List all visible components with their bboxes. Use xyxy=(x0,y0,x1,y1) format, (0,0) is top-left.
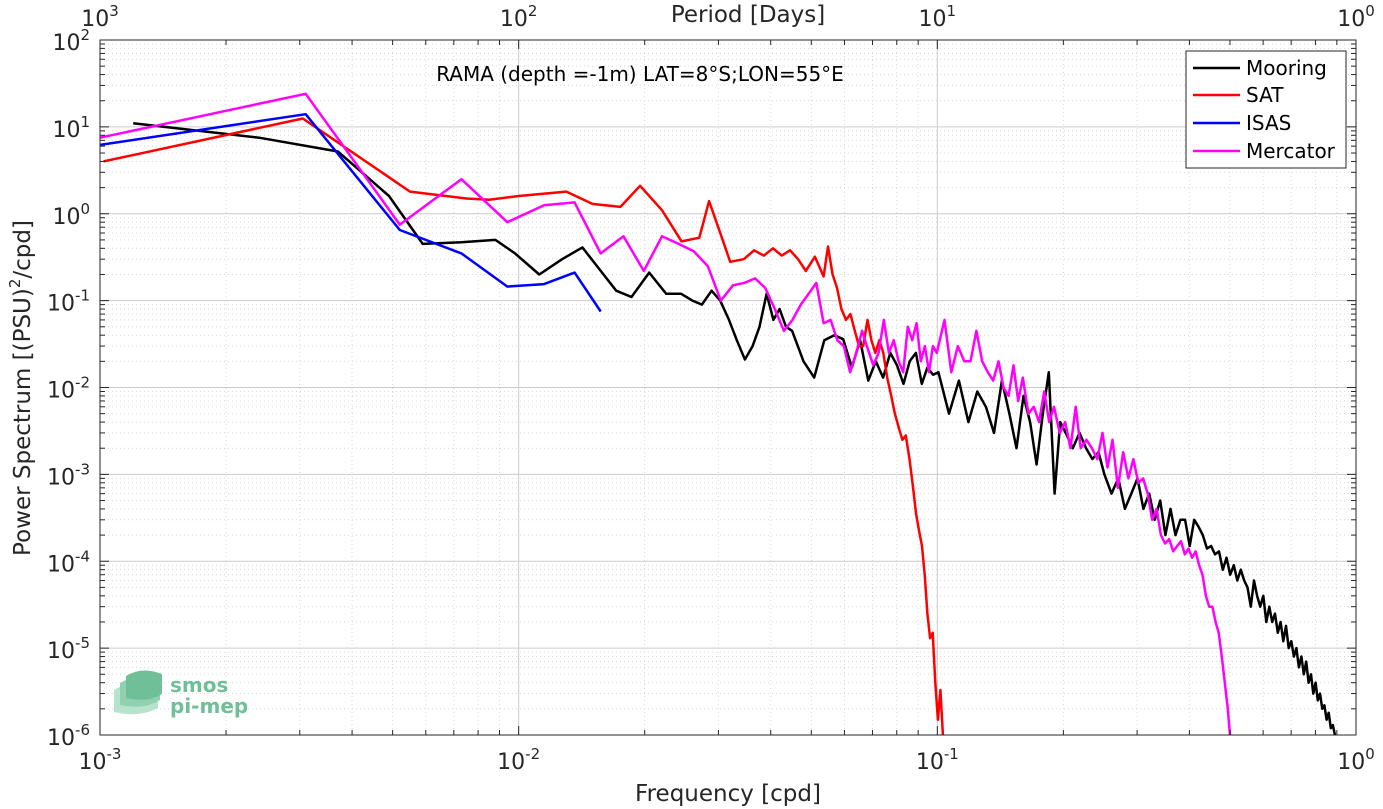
legend: Mooring SAT ISAS Mercator xyxy=(1185,50,1347,169)
y-axis-title-tail: /cpd] xyxy=(10,220,36,279)
logo-text-smos: smos xyxy=(170,673,228,697)
y-tick-label: 10-1 xyxy=(47,287,90,317)
legend-label-mercator: Mercator xyxy=(1246,139,1336,163)
x-axis-title: Frequency [cpd] xyxy=(635,781,821,807)
y-tick-label: 10-4 xyxy=(47,547,90,577)
x-tick-label: 100 xyxy=(1337,745,1375,775)
top-tick-label: 101 xyxy=(919,2,957,32)
y-axis-title: Power Spectrum [(PSU)2/cpd] xyxy=(6,220,36,556)
top-axis-title: Period [Days] xyxy=(671,2,825,28)
legend-box xyxy=(1185,50,1347,169)
smos-pi-mep-logo: smos pi-mep xyxy=(114,670,248,718)
legend-label-sat: SAT xyxy=(1246,83,1284,107)
legend-label-mooring: Mooring xyxy=(1246,56,1327,80)
series-group xyxy=(100,92,1337,735)
y-tick-label: 10-3 xyxy=(47,460,90,490)
x-tick-label: 10-1 xyxy=(916,745,959,775)
top-tick-label: 103 xyxy=(81,2,119,32)
y-tick-label: 10-2 xyxy=(47,374,90,404)
y-axis-title-main: Power Spectrum [(PSU) xyxy=(10,288,36,556)
legend-label-isas: ISAS xyxy=(1246,111,1291,135)
grid xyxy=(99,39,1357,736)
x-tick-label: 10-3 xyxy=(79,745,122,775)
chart-annotation: RAMA (depth =-1m) LAT=8°S;LON=55°E xyxy=(436,62,844,86)
logo-wave-front xyxy=(126,670,162,700)
top-tick-label: 102 xyxy=(500,2,538,32)
logo-text-pi-mep: pi-mep xyxy=(170,694,248,718)
y-tick-label: 102 xyxy=(52,26,90,56)
y-tick-label: 101 xyxy=(52,113,90,143)
series-line-mooring xyxy=(133,122,1337,735)
series-line-isas xyxy=(100,112,602,313)
y-axis-title-sup: 2 xyxy=(6,279,24,289)
top-tick-label: 100 xyxy=(1337,2,1375,32)
series-line-mercator xyxy=(100,92,1232,735)
tick-marks xyxy=(99,39,1357,736)
series-line-sat xyxy=(103,117,945,735)
y-tick-label: 100 xyxy=(52,200,90,230)
y-tick-label: 10-6 xyxy=(47,721,90,751)
logo-mark xyxy=(114,670,162,715)
y-tick-label: 10-5 xyxy=(47,634,90,664)
x-tick-label: 10-2 xyxy=(497,745,540,775)
